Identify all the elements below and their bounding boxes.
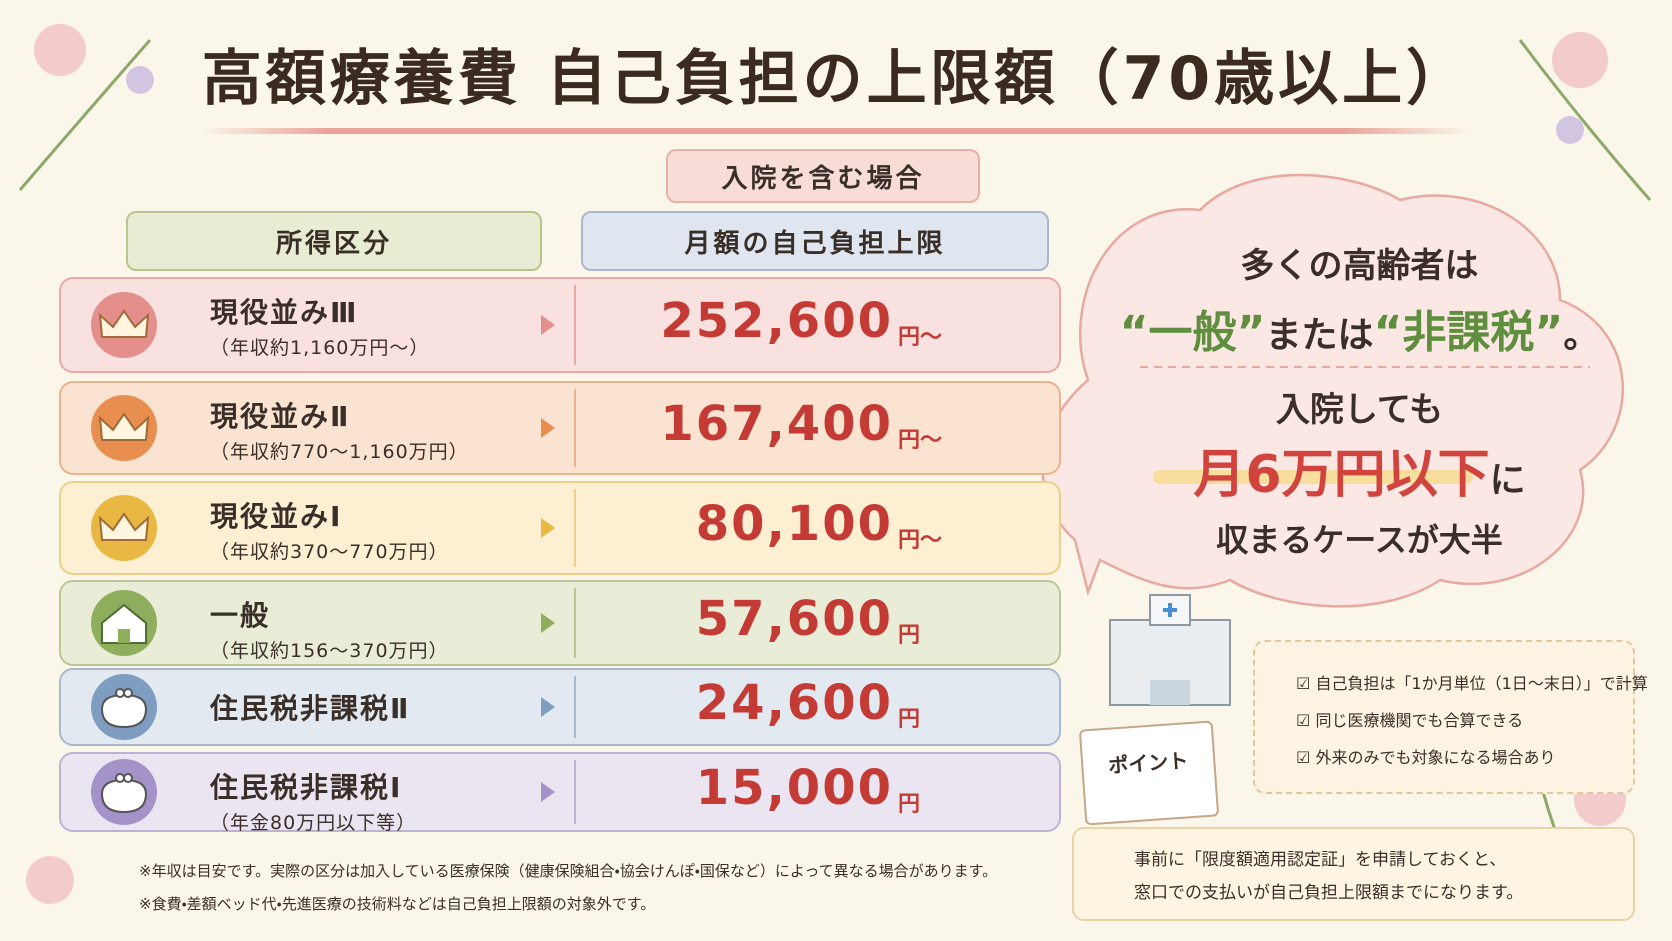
amount: 80,100 <box>695 496 893 552</box>
callout-line: 収まるケースが大半 <box>1216 521 1503 559</box>
note: （年収約1,160万円～） <box>210 337 430 359</box>
note: （年金80万円以下等） <box>210 812 417 834</box>
row-box <box>59 381 1061 475</box>
row-box <box>59 481 1061 575</box>
amount: 24,600 <box>695 675 893 731</box>
row-divider <box>574 676 576 738</box>
category: 住民税非課税Ⅱ <box>210 692 411 725</box>
row-divider <box>574 588 576 658</box>
category: 現役並みⅢ <box>210 296 359 329</box>
unit: 円 <box>898 792 921 817</box>
point-badge: ポイント <box>1078 720 1220 826</box>
callout-line: 多くの高齢者は <box>1240 246 1479 286</box>
footnote: ※年収は目安です。実際の区分は加入している医療保険（健康保険組合・協会けんぽ・国… <box>139 862 998 880</box>
tip-line: 窓口での支払いが自己負担上限額までになります。 <box>1134 883 1524 903</box>
amount: 167,400 <box>660 396 893 452</box>
row-icon <box>89 588 159 662</box>
note: （年収約770～1,160万円） <box>210 441 469 463</box>
emphasis: “非課税” <box>1373 307 1564 358</box>
row-divider <box>574 489 576 567</box>
title: 高額療養費 自己負担の上限額（70歳以上） <box>201 44 1471 114</box>
point-item: ☑ 外来のみでも対象になる場合あり <box>1296 748 1556 767</box>
hospital-icon <box>1109 594 1231 706</box>
unit: 円～ <box>898 428 943 453</box>
arrow <box>541 315 555 335</box>
points-box <box>1253 640 1635 794</box>
emphasis: 月6万円以下 <box>1193 445 1490 505</box>
text: 同じ医療機関でも合算できる <box>1315 711 1524 730</box>
row-icon <box>89 757 159 831</box>
arrow <box>541 697 555 717</box>
category: 現役並みⅡ <box>210 400 351 433</box>
note: （年収約370～770万円） <box>210 541 449 563</box>
row-icon <box>89 290 159 364</box>
category: 住民税非課税Ⅰ <box>210 771 403 804</box>
row-divider <box>574 285 576 365</box>
unit: 円 <box>898 623 921 648</box>
text: 。 <box>1563 315 1600 356</box>
row-icon <box>89 393 159 467</box>
tip-box <box>1072 827 1635 921</box>
text: 自己負担は「1か月単位（1日～末日）」で計算 <box>1315 674 1648 693</box>
emphasis: “一般” <box>1119 307 1266 358</box>
row-box <box>59 668 1061 746</box>
unit: 円 <box>898 707 921 732</box>
row-icon <box>89 493 159 567</box>
category: 現役並みⅠ <box>210 500 343 533</box>
footnote: ※食費・差額ベッド代・先進医療の技術料などは自己負担上限額の対象外です。 <box>139 895 656 913</box>
speech-cloud <box>1041 173 1625 608</box>
callout-line: “一般”または“非課税”。 <box>1088 296 1631 360</box>
text: または <box>1265 315 1374 356</box>
header: 所得区分 <box>126 211 542 271</box>
point-item: ☑ 自己負担は「1か月単位（1日～末日）」で計算 <box>1296 674 1648 693</box>
text: に <box>1489 460 1526 501</box>
row-divider <box>574 389 576 467</box>
arrow <box>541 418 555 438</box>
category: 一般 <box>210 599 271 632</box>
amount: 252,600 <box>660 293 893 349</box>
subtitle: 入院を含む場合 <box>666 149 980 203</box>
callout-line: 入院しても <box>1275 390 1444 430</box>
unit: 円～ <box>898 325 943 350</box>
unit: 円～ <box>898 528 943 553</box>
amount: 57,600 <box>695 591 893 647</box>
amount: 15,000 <box>695 760 893 816</box>
row-divider <box>574 760 576 824</box>
title-underline <box>200 128 1470 134</box>
row-icon <box>89 672 159 746</box>
note: （年収約156～370万円） <box>210 640 449 662</box>
row-box <box>59 277 1061 373</box>
point-item: ☑ 同じ医療機関でも合算できる <box>1296 711 1524 730</box>
row-box <box>59 580 1061 666</box>
arrow <box>541 613 555 633</box>
text: 外来のみでも対象になる場合あり <box>1315 748 1556 767</box>
row-box <box>59 752 1061 832</box>
header: 月額の自己負担上限 <box>581 211 1049 271</box>
tip-line: 事前に「限度額適用認定証」を申請しておくと、 <box>1134 850 1507 870</box>
callout-line: 月6万円以下に <box>1088 432 1631 507</box>
arrow <box>541 782 555 802</box>
arrow <box>541 518 555 538</box>
